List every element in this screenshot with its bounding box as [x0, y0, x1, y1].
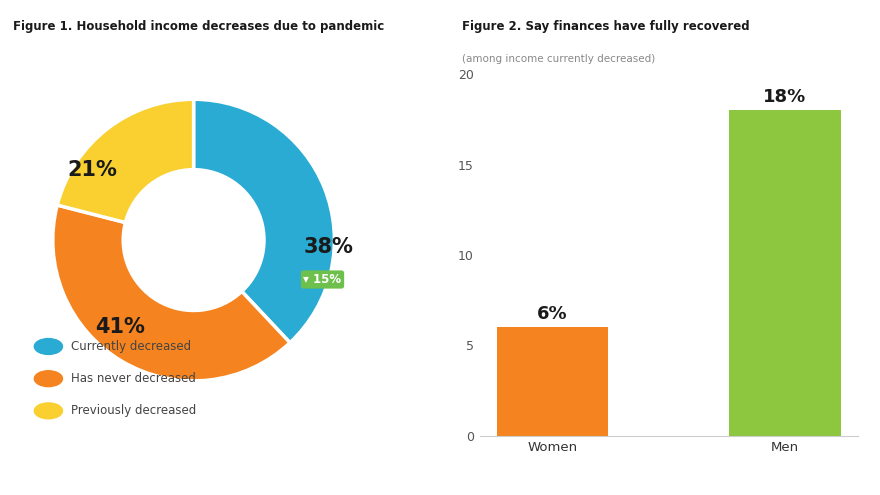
Wedge shape: [194, 99, 334, 343]
Text: (among income currently decreased): (among income currently decreased): [462, 54, 656, 64]
Bar: [730, 110, 840, 436]
Text: Has never decreased: Has never decreased: [71, 372, 196, 385]
Bar: [497, 327, 608, 436]
Text: ▾ 15%: ▾ 15%: [304, 273, 341, 286]
Text: 21%: 21%: [67, 160, 117, 180]
Text: Figure 2. Say finances have fully recovered: Figure 2. Say finances have fully recove…: [462, 20, 750, 33]
Text: 18%: 18%: [763, 88, 807, 106]
Wedge shape: [53, 205, 290, 381]
Text: Figure 1. Household income decreases due to pandemic: Figure 1. Household income decreases due…: [13, 20, 385, 33]
Text: Currently decreased: Currently decreased: [71, 340, 192, 353]
Text: 38%: 38%: [304, 237, 353, 257]
Wedge shape: [57, 99, 194, 223]
Text: 6%: 6%: [538, 305, 568, 323]
Text: Percent changes from March 2020: Percent changes from March 2020: [55, 456, 363, 472]
Text: Previously decreased: Previously decreased: [71, 404, 196, 417]
Text: 41%: 41%: [95, 317, 145, 338]
